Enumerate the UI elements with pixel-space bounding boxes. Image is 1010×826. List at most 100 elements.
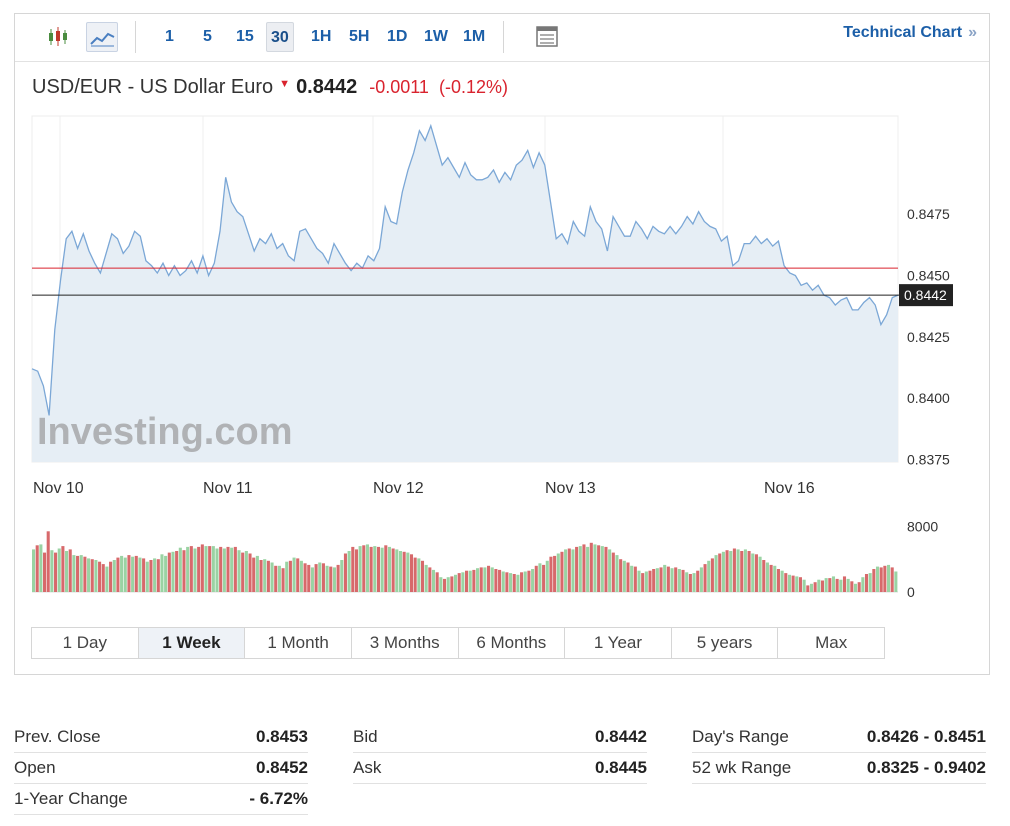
range-1-day[interactable]: 1 Day (32, 628, 139, 658)
stats-column: Day's Range 0.8426 - 0.8451 52 wk Range 0.8… (692, 722, 986, 784)
table-view-icon[interactable] (532, 22, 562, 52)
area-chart-icon[interactable] (86, 22, 118, 52)
volume-bar (461, 572, 465, 592)
volume-bar (483, 567, 487, 592)
volume-bar (765, 562, 769, 592)
volume-bar (501, 571, 505, 592)
volume-bar (270, 562, 274, 592)
range-1-year[interactable]: 1 Year (565, 628, 672, 658)
volume-bar (582, 544, 586, 592)
volume-bar (373, 546, 377, 592)
volume-bar (398, 551, 403, 592)
volume-bar (754, 554, 758, 592)
volume-bar (296, 558, 300, 592)
volume-bar (424, 564, 428, 592)
volume-bar (131, 556, 135, 592)
timeframe-30[interactable]: 30 (266, 22, 294, 52)
timeframe-15[interactable]: 15 (236, 28, 254, 45)
technical-chart-link[interactable]: Technical Chart » (843, 24, 977, 42)
timeframe-5h[interactable]: 5H (349, 28, 370, 45)
volume-bar (809, 583, 813, 592)
volume-bar (112, 560, 116, 592)
y-tick-label: 0.8475 (907, 206, 950, 222)
volume-bar (674, 567, 678, 592)
volume-bar (637, 570, 641, 592)
price-chart[interactable]: Investing.com 0.8475 0.8450 0.8425 0.8400 0.8… (15, 64, 991, 624)
volume-bar (149, 560, 153, 592)
volume-bar (736, 549, 740, 592)
volume-bar (769, 564, 773, 592)
volume-bar (791, 575, 795, 592)
volume-bar (351, 546, 355, 592)
range-3-months[interactable]: 3 Months (352, 628, 459, 658)
range-6-months[interactable]: 6 Months (459, 628, 566, 658)
volume-bar (531, 569, 535, 592)
volume-bar (340, 560, 344, 592)
volume-bar (164, 555, 168, 592)
volume-bar (263, 559, 267, 592)
y-tick-label: 0.8450 (907, 268, 950, 284)
volume-bar (57, 548, 61, 592)
chart-widget: 1 5 15 30 1H 5H 1D 1W 1M Technical Chart» USD/EU… (14, 13, 990, 675)
volume-bar (798, 577, 802, 592)
last-price: 0.8442 (296, 76, 358, 98)
timeframe-1w[interactable]: 1W (424, 28, 448, 45)
volume-bar (787, 574, 791, 592)
volume-bar (564, 549, 568, 592)
volume-bar (710, 558, 714, 592)
technical-chart-label[interactable]: Technical Chart (843, 24, 963, 41)
volume-bar (127, 555, 131, 592)
volume-bar (186, 546, 190, 592)
volume-bar (215, 548, 219, 592)
volume-bar (175, 551, 179, 592)
volume-bar (39, 544, 43, 592)
volume-bar (872, 569, 876, 592)
candlestick-icon[interactable] (43, 22, 73, 52)
volume-bar (442, 578, 447, 592)
timeframe-1m[interactable]: 1M (463, 28, 486, 45)
range-max[interactable]: Max (815, 633, 848, 652)
volume-bar (193, 548, 197, 592)
volume-bar (762, 560, 766, 592)
volume-bar (197, 546, 201, 592)
volume-bar (387, 546, 392, 592)
chart-toolbar: 1 5 15 30 1H 5H 1D 1W 1M Technical Chart» (15, 14, 989, 62)
volume-bar (94, 560, 98, 592)
volume-bar (487, 565, 491, 592)
volume-bar (402, 551, 406, 592)
volume-bar (153, 558, 157, 592)
volume-bar (633, 566, 637, 592)
volume-tick-label: 0 (907, 584, 915, 600)
volume-bar (611, 552, 615, 592)
timeframe-1h[interactable]: 1H (311, 28, 332, 45)
volume-bar (597, 545, 601, 592)
volume-bar (652, 569, 656, 592)
quote-header: USD/EUR - US Dollar Euro ▼ 0.8442 -0.0011 (-… (32, 76, 508, 99)
volume-bar (138, 557, 142, 592)
volume-bar (446, 577, 450, 592)
volume-bar (435, 572, 439, 592)
volume-bar (211, 546, 215, 592)
timeframe-5[interactable]: 5 (203, 28, 212, 45)
volume-bar (538, 563, 542, 592)
volume-bar (523, 571, 527, 592)
volume-bar (109, 561, 113, 592)
stat-row: Ask 0.8445 (353, 753, 647, 784)
volume-bar (406, 552, 410, 592)
volume-bar (237, 550, 241, 592)
volume-bar (167, 552, 171, 592)
volume-bar (310, 567, 314, 592)
volume-bar (604, 546, 608, 592)
volume-bar (886, 564, 891, 592)
timeframe-1d[interactable]: 1D (387, 28, 408, 45)
volume-bar (457, 573, 461, 592)
range-1-week[interactable]: 1 Week (138, 628, 246, 658)
timeframe-1[interactable]: 1 (165, 28, 174, 45)
volume-bar (230, 547, 234, 592)
volume-bar (365, 544, 369, 592)
volume-bar (644, 571, 648, 592)
range-1-month[interactable]: 1 Month (245, 628, 352, 658)
range-5-years[interactable]: 5 years (672, 628, 779, 658)
volume-bar (336, 564, 340, 592)
volume-bar (659, 567, 663, 592)
